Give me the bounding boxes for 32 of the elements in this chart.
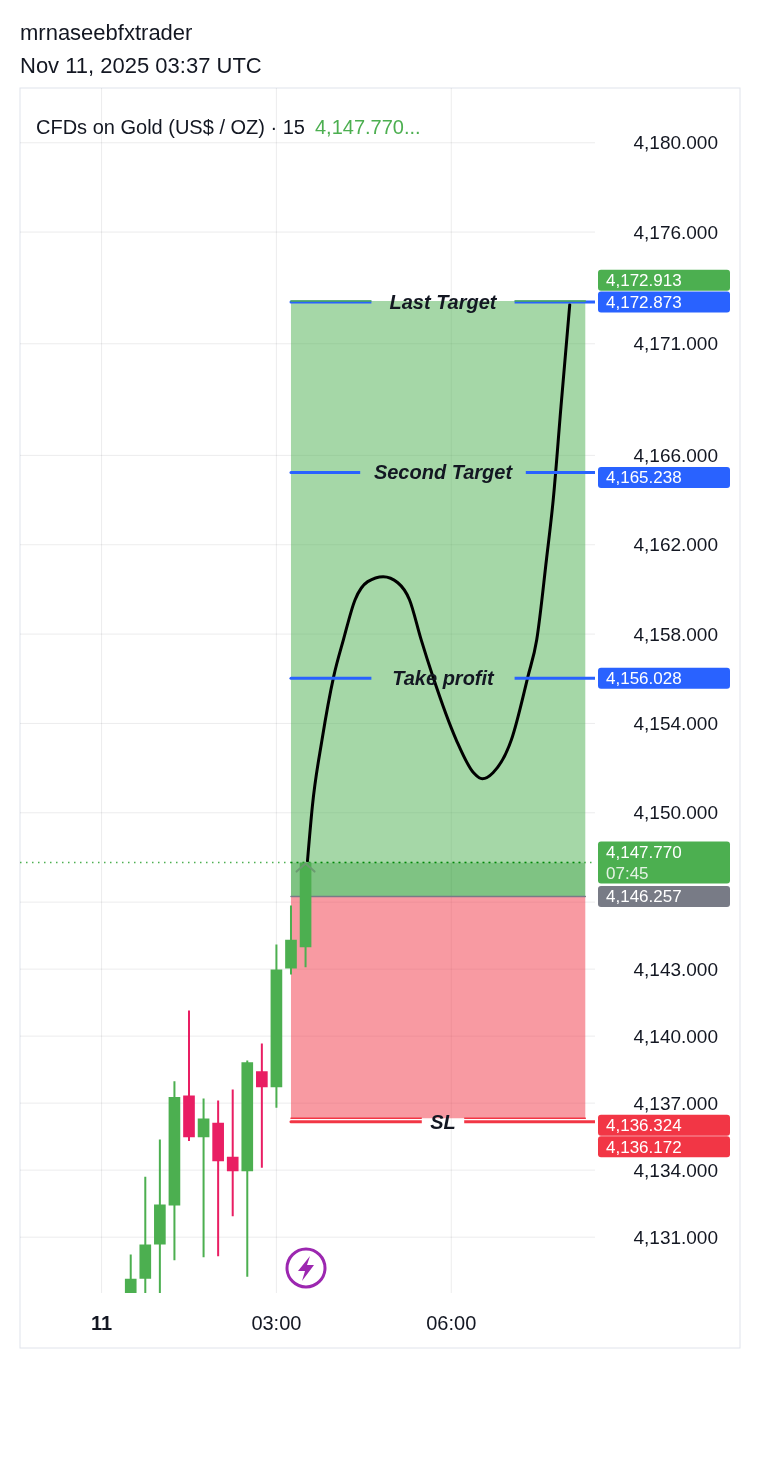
x-tick-label: 03:00 (251, 1312, 302, 1334)
y-tick-label: 4,140.000 (633, 1025, 718, 1047)
chart-title: mrnaseebfxtrader (20, 20, 193, 45)
series-label: SL (430, 1110, 456, 1133)
data-label: 4,172.873 (606, 292, 682, 312)
annotation: CFDs on Gold (US$ / OZ) · 15 (36, 116, 305, 138)
ref-line-label: 4,147.770 (606, 843, 682, 863)
data-label: 4,136.172 (606, 1137, 682, 1157)
y-tick-label: 4,154.000 (633, 713, 718, 735)
y-tick-label: 4,162.000 (633, 534, 718, 556)
series-label: Second Target (373, 461, 514, 484)
data-label: 4,146.257 (606, 887, 682, 907)
y-tick-label: 4,171.000 (633, 333, 718, 355)
data-label: 4,136.324 (606, 1116, 682, 1136)
y-tick-label: 4,166.000 (633, 445, 718, 467)
x-tick-label: 06:00 (426, 1312, 477, 1334)
data-label: 4,165.238 (606, 468, 682, 488)
y-tick-label: 4,180.000 (633, 132, 718, 154)
series-label: Last Target (389, 290, 498, 313)
y-tick-label: 4,134.000 (633, 1159, 718, 1181)
y-tick-label: 4,150.000 (633, 802, 718, 824)
annotation: 4,147.770... (314, 116, 421, 138)
data-label: 4,156.028 (606, 669, 682, 689)
data-label: 4,172.913 (606, 271, 682, 291)
y-tick-label: 4,143.000 (633, 958, 718, 980)
y-tick-label: 4,137.000 (633, 1092, 718, 1114)
y-tick-label: 4,158.000 (633, 623, 718, 645)
text: 07:45 (606, 864, 649, 884)
y-tick-label: 4,176.000 (633, 221, 718, 243)
x-tick-label: 11 (91, 1312, 113, 1334)
y-tick-label: 4,131.000 (633, 1226, 718, 1248)
chart-subtitle: Nov 11, 2025 03:37 UTC (20, 53, 262, 78)
